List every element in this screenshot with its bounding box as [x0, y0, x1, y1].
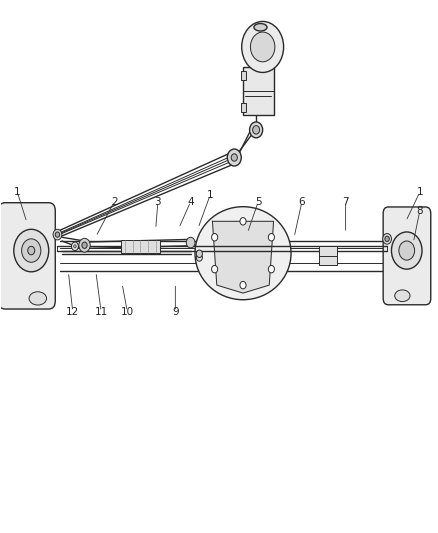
Circle shape [53, 229, 62, 240]
Circle shape [253, 126, 260, 134]
Circle shape [71, 242, 78, 251]
Circle shape [186, 237, 195, 248]
Ellipse shape [195, 207, 291, 300]
Circle shape [196, 254, 202, 261]
Text: 9: 9 [172, 306, 179, 317]
Circle shape [268, 265, 275, 273]
Circle shape [240, 217, 246, 225]
Text: 2: 2 [111, 197, 117, 207]
Circle shape [251, 32, 275, 62]
Circle shape [74, 245, 76, 248]
Polygon shape [212, 221, 274, 293]
Text: 6: 6 [299, 197, 305, 207]
Bar [319, 246, 337, 265]
Ellipse shape [395, 290, 410, 302]
Circle shape [227, 149, 241, 166]
Circle shape [14, 229, 49, 272]
Circle shape [231, 154, 237, 161]
Circle shape [55, 232, 60, 237]
Circle shape [212, 265, 218, 273]
Bar [243, 67, 274, 115]
Circle shape [196, 250, 202, 257]
Circle shape [212, 233, 218, 241]
Ellipse shape [29, 292, 46, 305]
Circle shape [250, 122, 263, 138]
Circle shape [385, 236, 389, 241]
Circle shape [21, 239, 41, 262]
Circle shape [268, 233, 275, 241]
FancyBboxPatch shape [0, 203, 55, 309]
Text: 4: 4 [187, 197, 194, 207]
Text: 10: 10 [121, 306, 134, 317]
FancyBboxPatch shape [383, 207, 431, 305]
Circle shape [28, 246, 35, 255]
Text: 12: 12 [66, 306, 79, 317]
Circle shape [383, 233, 392, 244]
Text: 7: 7 [343, 197, 349, 207]
Text: 5: 5 [255, 197, 261, 207]
Text: 1: 1 [207, 190, 214, 200]
Text: 11: 11 [95, 306, 108, 317]
Bar [121, 240, 160, 253]
Circle shape [79, 238, 90, 252]
Text: 1: 1 [417, 187, 423, 197]
Circle shape [392, 232, 422, 269]
Circle shape [399, 241, 415, 260]
Text: 3: 3 [155, 197, 161, 207]
Text: 1: 1 [14, 187, 21, 197]
Ellipse shape [254, 23, 267, 31]
Circle shape [242, 21, 284, 72]
Circle shape [82, 242, 87, 248]
Text: 8: 8 [417, 206, 423, 216]
Bar [241, 103, 246, 112]
Bar [241, 71, 246, 80]
Circle shape [240, 281, 246, 289]
